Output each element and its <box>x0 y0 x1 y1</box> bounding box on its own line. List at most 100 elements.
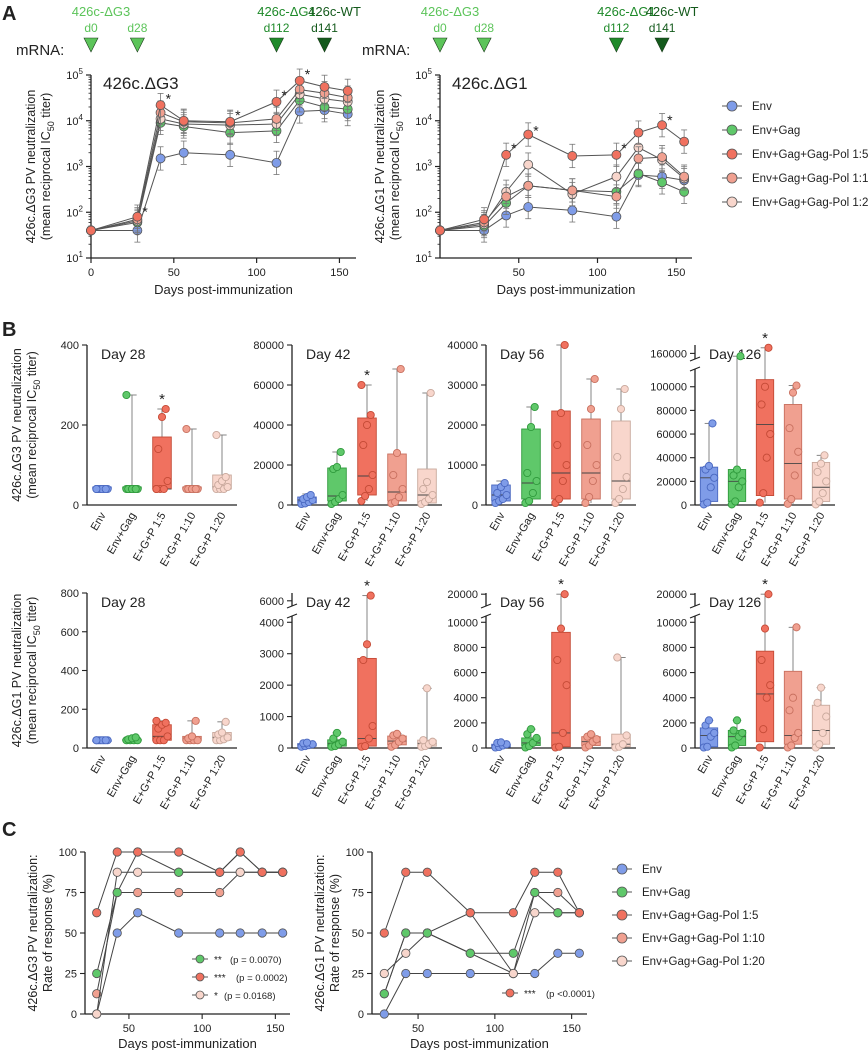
panel-b-g3-day42-point <box>359 440 368 450</box>
panel-a-chart1-point-2 <box>342 85 353 96</box>
panel-b-g3-day126-y-tick-label: 20000 <box>656 476 687 488</box>
panel-b-g3-day126-point <box>815 497 824 506</box>
panel-c-g3-annotation-stars: * <box>214 991 218 1002</box>
panel-b-g1-day126-title: Day 126 <box>709 594 761 610</box>
panel-c-g3-point-0 <box>257 928 267 938</box>
panel-b-g3-day42-point <box>389 470 398 480</box>
panel-c-g1-y-tick-label: 50 <box>352 928 364 940</box>
panel-b-g3-day42-point <box>428 490 437 500</box>
panel-c-g1-point-1 <box>379 989 389 999</box>
panel-c-g3-annotation-marker <box>195 990 205 1000</box>
mrna-day-label: d0 <box>84 21 98 35</box>
panel-c-g3-point-3 <box>215 887 225 898</box>
panel-a-chart2: 101 102 103 104 105 50 100 150 Days post-immuniz… <box>373 67 692 297</box>
panel-c-g1-point-0 <box>574 948 584 958</box>
panel-b-g3-day42-point <box>332 462 342 472</box>
panel-a-chart2-point-2 <box>567 151 578 161</box>
panel-b-g1-day126-point <box>760 624 770 633</box>
panel-c-g3-annotation-stars: *** <box>214 973 226 984</box>
panel-b-g1-day126-point <box>766 681 775 690</box>
panel-a-chart2-point-3 <box>501 191 512 202</box>
panel-b-g3-day28-point <box>92 484 101 494</box>
panel-a-chart2-point-3 <box>567 185 578 196</box>
panel-a-chart2-line-1 <box>439 173 685 231</box>
chart-layer: 101 102 103 104 105 0 50 100 150 Days post-immuni… <box>10 4 868 1050</box>
panel-a-chart1-y-tick-label: 104 <box>66 113 83 128</box>
panel-a-chart1-point-0 <box>178 147 189 158</box>
panel-a-chart2-point-1 <box>657 177 667 188</box>
panel-c-g1-point-2 <box>574 908 584 918</box>
panel-c-g3-y-tick-label: 0 <box>71 1009 77 1021</box>
legend-c-marker <box>616 886 628 898</box>
panel-b-g3-day126-y-tick-label: 100000 <box>650 382 687 394</box>
panel-b-g1-day42-point <box>359 655 368 665</box>
panel-b-g3-day56-point <box>613 452 622 462</box>
panel-c-g1-point-4 <box>379 968 389 979</box>
panel-b-g1-day56-axis-break <box>480 603 492 609</box>
panel-b-g3-day28-category-label: Env <box>89 510 109 533</box>
panel-b-g1-day42-y-tick-label: 6000 <box>260 596 284 608</box>
panel-b-g3-day42-point <box>336 447 345 457</box>
panel-a-chart1-point-2 <box>225 116 236 127</box>
panel-b-g3-day126-point <box>760 382 770 391</box>
panel-b-g1-day42-point <box>302 738 312 747</box>
panel-c-g3-point-2 <box>257 867 267 877</box>
mrna-construct-name: 426c-ΔG3 <box>421 4 480 19</box>
panel-a-chart1-star: * <box>235 107 241 123</box>
mrna-arrow <box>129 37 145 53</box>
panel-b-g3-day42-point <box>338 490 347 500</box>
panel-c-g1-annotation-marker <box>505 988 515 998</box>
panel-c-g3: 0 25 50 75 100 50 100 150 Days post-immunization… <box>26 847 290 1050</box>
panel-b-g3-day28-y-tick-label: 400 <box>61 340 79 352</box>
panel-a-chart1-x-tick-label: 150 <box>330 267 348 279</box>
panel-b-g3-day126-point <box>759 489 768 498</box>
panel-c-g1-point-2 <box>401 867 411 877</box>
panel-b-g3-day126-point <box>820 451 829 460</box>
panel-b-g1-day126-point <box>704 716 714 725</box>
panel-b-g3-day28-y-label: 426c.ΔG3 PV neutralization(mean reciproc… <box>10 348 42 502</box>
panel-b-g3-day126-y-tick-label: 40000 <box>656 453 687 465</box>
panel-b-g3-day56-y-tick-label: 30000 <box>447 380 478 392</box>
panel-b-g3-day56-point <box>493 488 502 498</box>
panel-b-g1-day28-y-tick-label: 400 <box>61 666 79 678</box>
panel-b-g1-day126-point <box>813 698 822 707</box>
panel-b-g1-day126-y-tick-label: 0 <box>681 743 687 755</box>
panel-c-g3-point-1 <box>92 968 102 979</box>
panel-b-g3-day42-point <box>306 490 315 500</box>
panel-c-g3-x-tick-label: 50 <box>123 1023 135 1035</box>
panel-b-g1-day56-point <box>558 728 567 737</box>
panel-b-g3-day28-star: * <box>159 391 165 408</box>
panel-b-g3-day126-point <box>822 477 831 486</box>
panel-c-g3-annotation-p: (p = 0.0168) <box>224 991 276 1002</box>
panel-b-g1-day28-y-tick-label: 800 <box>61 588 79 600</box>
panel-b-g3-day126-point <box>794 447 803 456</box>
panel-b-g1-day126-point <box>792 623 801 632</box>
panel-b-g1-day42-y-tick-label: 3000 <box>260 649 284 661</box>
panel-a-chart1-title: 426c.ΔG3 <box>103 74 179 93</box>
panel-b-g3-day126-point <box>792 381 801 390</box>
panel-b-g3-day28-point <box>191 484 200 494</box>
panel-b-g1-day126-y-tick-label: 2000 <box>663 718 687 730</box>
panel-c-g1-y-tick-label: 100 <box>346 847 364 859</box>
panel-c-g3-line-2 <box>96 851 283 913</box>
panel-b-g1-day56-y-tick-label: 20000 <box>447 589 478 601</box>
panel-b-g1-day42-point <box>419 736 428 745</box>
panel-c-g3-annotation-p: (p = 0.0070) <box>230 955 282 966</box>
legend-c-marker <box>616 932 628 944</box>
panel-b-g3-day126: 0 20000 40000 60000 80000 100000 160000 Day 126… <box>650 330 835 569</box>
legend-c-label: Env+Gag <box>642 887 690 899</box>
panel-b-g1-day42-point <box>338 737 347 746</box>
mrna-timeline-2: mRNA: 426c-ΔG3 d0 d28 426c-ΔG1 d112 426c-WT d14… <box>362 4 698 59</box>
panel-c-g1-point-1 <box>553 908 563 918</box>
panel-b-g3-day126-y-tick-label: 80000 <box>656 405 687 417</box>
panel-b-g3-day56-point <box>616 404 626 414</box>
panel-a-chart2-star: * <box>621 140 627 156</box>
mrna-construct-name: 426c-ΔG1 <box>257 4 316 19</box>
panel-c-g1-point-4 <box>530 908 540 918</box>
panel-b-g1-day56-point <box>586 730 596 739</box>
panel-b-g1-day28-y-tick-label: 600 <box>61 627 79 639</box>
panel-b-g1-day126-y-tick-label: 10000 <box>656 617 687 629</box>
panel-b-g1-day42-axis-break <box>286 613 298 619</box>
